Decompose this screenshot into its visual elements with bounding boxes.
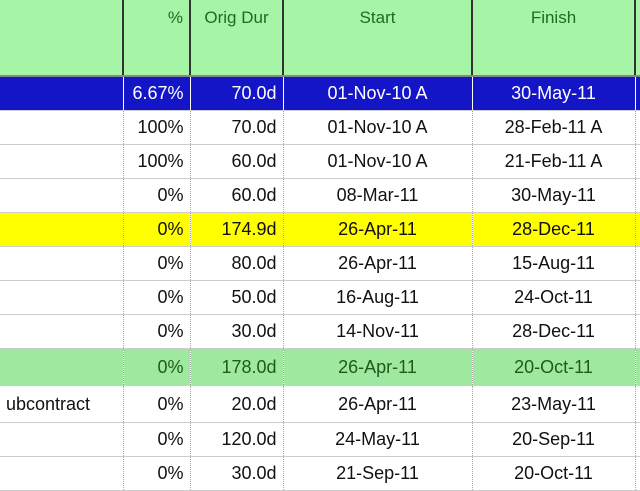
task-name[interactable] <box>0 348 124 386</box>
table-row[interactable]: 100% 70.0d 01-Nov-10 A 28-Feb-11 A <box>0 110 640 145</box>
orig-dur[interactable]: 60.0d <box>190 144 284 179</box>
table-row[interactable]: 0% 30.0d 14-Nov-11 28-Dec-11 <box>0 314 640 349</box>
finish-date[interactable]: 23-May-11 <box>472 385 636 423</box>
finish-date[interactable]: 30-May-11 <box>472 178 636 213</box>
task-name[interactable] <box>0 280 124 315</box>
percent-complete[interactable]: 0% <box>123 422 191 457</box>
finish-date[interactable]: 20-Sep-11 <box>472 422 636 457</box>
col-header-orig-dur[interactable]: Orig Dur <box>190 0 284 77</box>
extra-cell[interactable] <box>635 178 640 213</box>
orig-dur[interactable]: 30.0d <box>190 314 284 349</box>
start-date[interactable]: 26-Apr-11 <box>283 385 473 423</box>
table-row[interactable]: 0% 174.9d 26-Apr-11 28-Dec-11 <box>0 212 640 247</box>
percent-complete[interactable]: 6.67% <box>123 76 191 111</box>
orig-dur[interactable]: 30.0d <box>190 456 284 491</box>
start-date[interactable]: 14-Nov-11 <box>283 314 473 349</box>
table-row[interactable]: 0% 120.0d 24-May-11 20-Sep-11 <box>0 422 640 457</box>
extra-cell[interactable] <box>635 144 640 179</box>
percent-complete[interactable]: 100% <box>123 144 191 179</box>
start-date[interactable]: 01-Nov-10 A <box>283 76 473 111</box>
percent-complete[interactable]: 0% <box>123 246 191 281</box>
start-date[interactable]: 16-Aug-11 <box>283 280 473 315</box>
extra-cell[interactable] <box>635 422 640 457</box>
task-name[interactable] <box>0 76 124 111</box>
orig-dur[interactable]: 50.0d <box>190 280 284 315</box>
percent-complete[interactable]: 0% <box>123 348 191 386</box>
finish-date[interactable]: 30-May-11 <box>472 76 636 111</box>
extra-cell[interactable] <box>635 348 640 386</box>
start-date[interactable]: 26-Apr-11 <box>283 348 473 386</box>
orig-dur[interactable]: 70.0d <box>190 110 284 145</box>
col-header-extra[interactable] <box>635 0 640 77</box>
start-date[interactable]: 24-May-11 <box>283 422 473 457</box>
orig-dur[interactable]: 70.0d <box>190 76 284 111</box>
table-row[interactable]: ubcontract 0% 20.0d 26-Apr-11 23-May-11 <box>0 385 640 423</box>
finish-date[interactable]: 15-Aug-11 <box>472 246 636 281</box>
start-date[interactable]: 08-Mar-11 <box>283 178 473 213</box>
finish-date[interactable]: 28-Dec-11 <box>472 212 636 247</box>
percent-complete[interactable]: 0% <box>123 314 191 349</box>
finish-date[interactable]: 20-Oct-11 <box>472 348 636 386</box>
start-date[interactable]: 01-Nov-10 A <box>283 144 473 179</box>
start-date[interactable]: 01-Nov-10 A <box>283 110 473 145</box>
percent-complete[interactable]: 100% <box>123 110 191 145</box>
start-date[interactable]: 21-Sep-11 <box>283 456 473 491</box>
table-row[interactable]: 0% 178.0d 26-Apr-11 20-Oct-11 <box>0 348 640 386</box>
orig-dur[interactable]: 20.0d <box>190 385 284 423</box>
finish-date[interactable]: 28-Dec-11 <box>472 314 636 349</box>
col-header-name[interactable] <box>0 0 124 77</box>
orig-dur[interactable]: 60.0d <box>190 178 284 213</box>
finish-date[interactable]: 21-Feb-11 A <box>472 144 636 179</box>
orig-dur[interactable]: 178.0d <box>190 348 284 386</box>
header-row: % Orig Dur Start Finish <box>0 0 640 77</box>
task-name[interactable] <box>0 246 124 281</box>
extra-cell[interactable] <box>635 212 640 247</box>
finish-date[interactable]: 28-Feb-11 A <box>472 110 636 145</box>
table-row[interactable]: 0% 30.0d 21-Sep-11 20-Oct-11 <box>0 456 640 491</box>
percent-complete[interactable]: 0% <box>123 280 191 315</box>
percent-complete[interactable]: 0% <box>123 212 191 247</box>
extra-cell[interactable] <box>635 246 640 281</box>
orig-dur[interactable]: 80.0d <box>190 246 284 281</box>
extra-cell[interactable] <box>635 385 640 423</box>
percent-complete[interactable]: 0% <box>123 385 191 423</box>
col-header-percent[interactable]: % <box>123 0 191 77</box>
extra-cell[interactable] <box>635 76 640 111</box>
task-name[interactable] <box>0 110 124 145</box>
task-name[interactable] <box>0 212 124 247</box>
percent-complete[interactable]: 0% <box>123 456 191 491</box>
col-header-finish[interactable]: Finish <box>472 0 636 77</box>
task-name[interactable] <box>0 144 124 179</box>
table-row[interactable]: 0% 50.0d 16-Aug-11 24-Oct-11 <box>0 280 640 315</box>
task-name[interactable] <box>0 178 124 213</box>
task-name[interactable]: ubcontract <box>0 385 124 423</box>
start-date[interactable]: 26-Apr-11 <box>283 246 473 281</box>
orig-dur[interactable]: 174.9d <box>190 212 284 247</box>
table-row[interactable]: 0% 80.0d 26-Apr-11 15-Aug-11 <box>0 246 640 281</box>
extra-cell[interactable] <box>635 110 640 145</box>
extra-cell[interactable] <box>635 314 640 349</box>
task-name[interactable] <box>0 422 124 457</box>
extra-cell[interactable] <box>635 280 640 315</box>
table-row[interactable]: 6.67% 70.0d 01-Nov-10 A 30-May-11 <box>0 76 640 111</box>
table-row[interactable]: 0% 60.0d 08-Mar-11 30-May-11 <box>0 178 640 213</box>
start-date[interactable]: 26-Apr-11 <box>283 212 473 247</box>
table-row[interactable]: 100% 60.0d 01-Nov-10 A 21-Feb-11 A <box>0 144 640 179</box>
task-name[interactable] <box>0 456 124 491</box>
finish-date[interactable]: 24-Oct-11 <box>472 280 636 315</box>
extra-cell[interactable] <box>635 456 640 491</box>
orig-dur[interactable]: 120.0d <box>190 422 284 457</box>
col-header-start[interactable]: Start <box>283 0 473 77</box>
task-name[interactable] <box>0 314 124 349</box>
percent-complete[interactable]: 0% <box>123 178 191 213</box>
finish-date[interactable]: 20-Oct-11 <box>472 456 636 491</box>
